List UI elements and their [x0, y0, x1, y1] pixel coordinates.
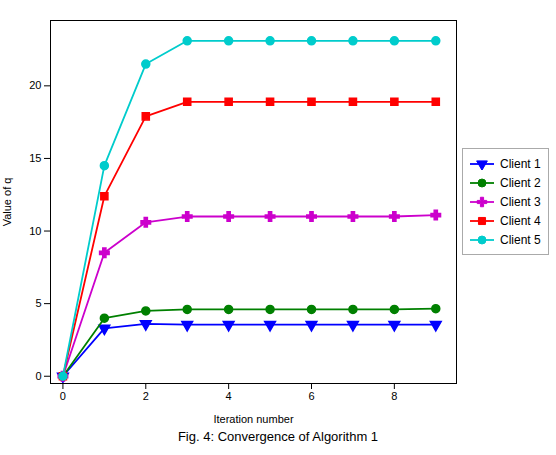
html-text:Client 1: Client 1: [500, 156, 541, 171]
html-text:Client 4: Client 4: [500, 213, 541, 228]
svg-text:20: 20: [29, 79, 41, 91]
svg-text:10: 10: [29, 225, 41, 237]
svg-text:Iteration number: Iteration number: [213, 413, 293, 425]
svg-text:6: 6: [308, 390, 314, 402]
html-text:Client 5: Client 5: [500, 232, 541, 247]
svg-text:0: 0: [35, 370, 41, 382]
svg-text:5: 5: [35, 297, 41, 309]
svg-text:0: 0: [60, 390, 66, 402]
html-text:Client 2: Client 2: [500, 175, 541, 190]
html-text:Client 3: Client 3: [500, 194, 541, 209]
svg-text:2: 2: [143, 390, 149, 402]
svg-text:15: 15: [29, 152, 41, 164]
svg-text:4: 4: [226, 390, 232, 402]
svg-text:8: 8: [391, 390, 397, 402]
html-text:Fig. 4: Convergence of Algorit: Fig. 4: Convergence of Algorithm 1: [177, 429, 379, 444]
svg-text:Value of q: Value of q: [1, 178, 13, 227]
